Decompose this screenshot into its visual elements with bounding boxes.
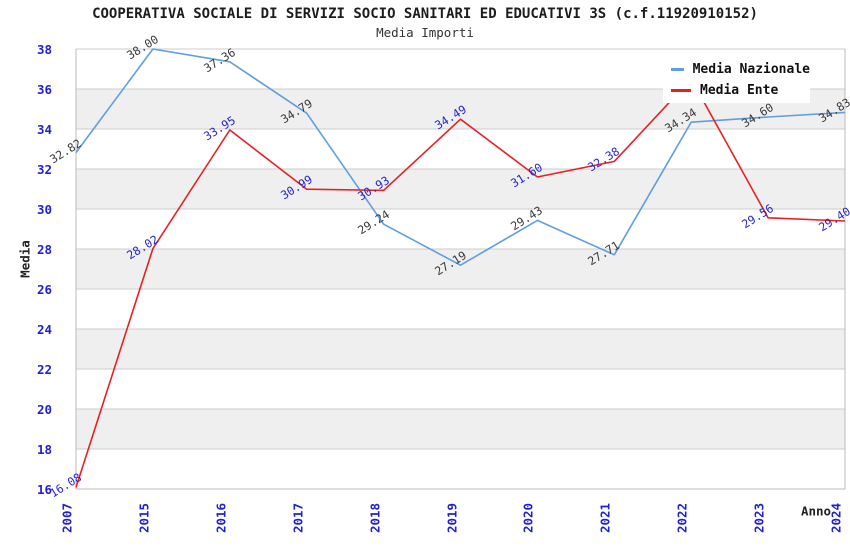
grid-band [76,409,845,449]
grid-band [76,249,845,289]
ente-line-swatch-icon [671,88,691,92]
grid-band [76,169,845,209]
legend-label-media-ente: Media Ente [700,82,779,98]
chart-subtitle: Media Importi [376,25,474,40]
nazionale-line-swatch-icon [671,68,684,72]
chart-title: COOPERATIVA SOCIALE DI SERVIZI SOCIO SAN… [92,6,758,22]
series-line-media-nazionale [75,48,846,267]
legend: Media Nazionale Media Ente [663,57,810,103]
legend-item-media-ente: Media Ente [671,83,810,98]
series-line-media-ente [75,78,846,488]
x-axis-title: Anno [800,503,832,519]
legend-item-media-nazionale: Media Nazionale [671,62,810,77]
legend-label-media-nazionale: Media Nazionale [692,62,810,78]
grid-band [76,329,845,369]
